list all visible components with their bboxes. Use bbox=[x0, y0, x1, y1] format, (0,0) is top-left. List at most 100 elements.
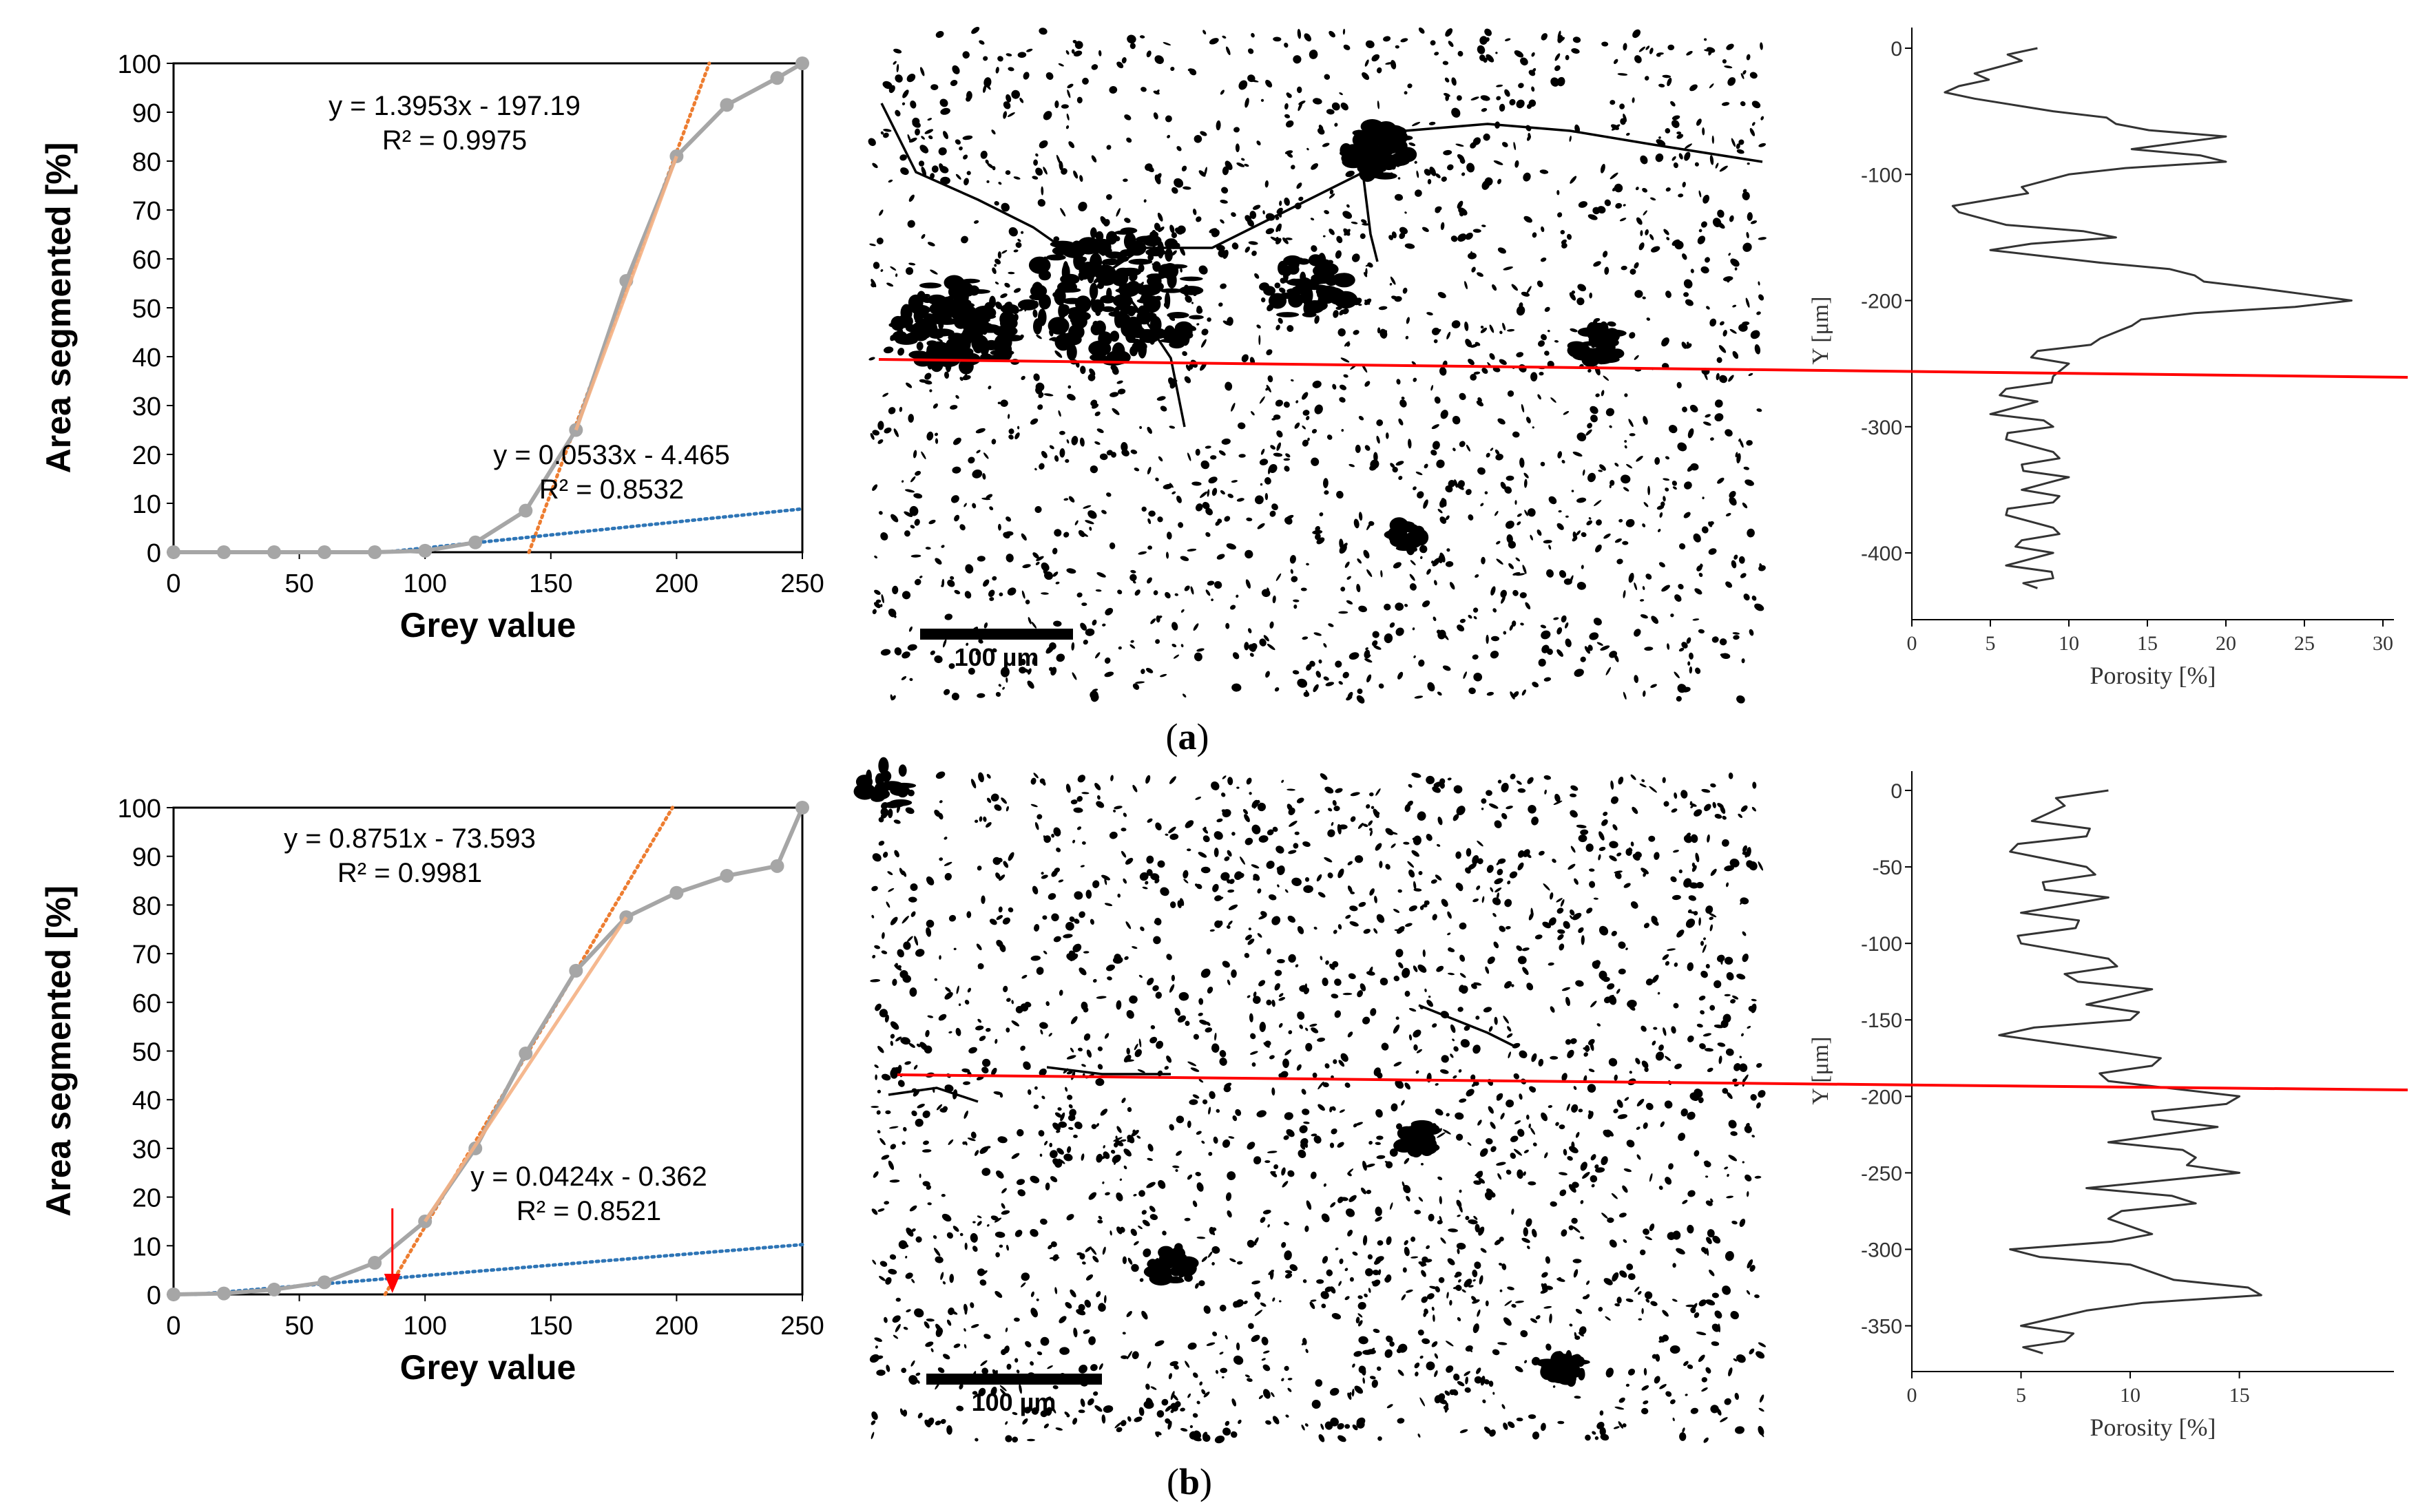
profile-x-tick-label: 10 bbox=[2120, 1384, 2140, 1407]
y-tick-label: 20 bbox=[132, 441, 161, 470]
profile-x-tick-label: 25 bbox=[2294, 632, 2315, 655]
fit-overlay bbox=[574, 156, 678, 431]
x-tick-label: 0 bbox=[166, 569, 180, 598]
y-tick-label: 30 bbox=[132, 1135, 161, 1164]
x-tick-label: 200 bbox=[655, 1312, 698, 1341]
panel-label-b: (b) bbox=[1167, 1461, 1212, 1502]
profile-y-tick-label: -100 bbox=[1861, 164, 1902, 187]
profile-x-tick-label: 0 bbox=[1907, 1384, 1917, 1407]
x-tick-label: 200 bbox=[655, 569, 698, 598]
porosity-profile-a: 0 -100 -200 -300 -400 0 5 10 15 20 25 30 Porosity [%… bbox=[1808, 28, 2394, 689]
trend-equation: y = 1.3953x - 197.19 bbox=[329, 91, 581, 121]
y-tick-label: 50 bbox=[132, 1038, 161, 1067]
micrograph-b: 100 µm bbox=[853, 757, 1767, 1444]
profile-y-tick-label: 0 bbox=[1890, 38, 1902, 61]
data-point bbox=[217, 1286, 231, 1301]
profile-y-tick-label: -300 bbox=[1861, 417, 1902, 439]
x-tick-label: 250 bbox=[780, 569, 824, 598]
data-point bbox=[317, 545, 332, 559]
marker-arrow-head bbox=[384, 1274, 401, 1293]
data-point bbox=[569, 963, 583, 978]
x-tick-label: 100 bbox=[403, 569, 446, 598]
y-tick-label: 40 bbox=[132, 344, 161, 372]
data-point bbox=[669, 885, 684, 900]
data-point bbox=[167, 545, 180, 559]
profile-x-tick-label: 5 bbox=[2016, 1384, 2026, 1407]
trend-equation: y = 0.0424x - 0.362 bbox=[470, 1162, 707, 1192]
reference-line-b bbox=[897, 1073, 2408, 1091]
micrograph-a-pores bbox=[868, 26, 1767, 704]
data-point bbox=[795, 56, 809, 70]
profile-y-tick-label: -200 bbox=[1861, 1086, 1902, 1109]
y-tick-label: 20 bbox=[132, 1184, 161, 1213]
x-tick-label: 250 bbox=[780, 1312, 824, 1341]
x-axis-label: Grey value bbox=[400, 1348, 576, 1387]
y-tick-label: 80 bbox=[132, 148, 161, 177]
profile-y-axis-label: Y [μm] bbox=[1808, 1036, 1833, 1104]
y-tick-label: 0 bbox=[147, 539, 161, 568]
y-tick-label: 70 bbox=[132, 197, 161, 226]
profile-y-tick-label: -150 bbox=[1861, 1009, 1902, 1032]
y-tick-label: 70 bbox=[132, 941, 161, 969]
data-point bbox=[267, 545, 282, 559]
profile-y-tick-label: -200 bbox=[1861, 291, 1902, 313]
y-tick-label: 10 bbox=[132, 1232, 161, 1261]
profile-y-tick-label: -50 bbox=[1873, 857, 1902, 879]
profile-y-axis-label: Y [μm] bbox=[1808, 296, 1833, 364]
micrograph-b-pores bbox=[853, 757, 1767, 1444]
data-point bbox=[468, 535, 483, 549]
profile-y-tick-label: 0 bbox=[1890, 780, 1902, 803]
profile-x-axis-label: Porosity [%] bbox=[2090, 662, 2216, 689]
trend-equation: y = 0.8751x - 73.593 bbox=[284, 823, 536, 854]
y-tick-label: 0 bbox=[147, 1281, 161, 1310]
x-tick-label: 50 bbox=[284, 1312, 313, 1341]
profile-x-tick-label: 30 bbox=[2373, 632, 2393, 655]
trend-r2: R² = 0.9981 bbox=[337, 858, 482, 888]
profile-x-tick-label: 15 bbox=[2229, 1384, 2250, 1407]
trend-r2: R² = 0.8532 bbox=[539, 474, 684, 505]
scale-bar-b bbox=[926, 1374, 1102, 1385]
data-point bbox=[720, 98, 734, 112]
y-tick-label: 100 bbox=[118, 50, 161, 79]
data-point bbox=[368, 1256, 382, 1270]
profile-y-tick-label: -100 bbox=[1861, 933, 1902, 956]
y-axis-label: Area segmented [%] bbox=[39, 143, 78, 474]
profile-x-tick-label: 5 bbox=[1986, 632, 1996, 655]
profile-y-tick-label: -350 bbox=[1861, 1316, 1902, 1338]
porosity-profile-b: 0 -50 -100 -150 -200 -250 -300 -350 0 5 10 15 Porosi… bbox=[1808, 771, 2394, 1441]
chart-b-area-segmented: 0 10 20 30 40 50 60 70 80 90 100 0 50 100 150 200 250 Gre… bbox=[39, 795, 824, 1387]
data-point bbox=[217, 545, 231, 559]
y-tick-label: 50 bbox=[132, 295, 161, 324]
profile-x-tick-label: 0 bbox=[1907, 632, 1917, 655]
y-tick-label: 80 bbox=[132, 892, 161, 921]
profile-x-tick-label: 15 bbox=[2137, 632, 2158, 655]
x-tick-label: 50 bbox=[284, 569, 313, 598]
y-tick-label: 10 bbox=[132, 490, 161, 519]
scale-bar-a bbox=[920, 629, 1073, 640]
scale-bar-b-label: 100 µm bbox=[972, 1388, 1056, 1416]
y-tick-label: 90 bbox=[132, 843, 161, 872]
trend-r2: R² = 0.9975 bbox=[382, 125, 527, 156]
fit-overlay bbox=[424, 916, 628, 1223]
series-line bbox=[174, 61, 804, 554]
profile-y-tick-label: -300 bbox=[1861, 1239, 1902, 1261]
profile-x-tick-label: 10 bbox=[2059, 632, 2079, 655]
data-point bbox=[368, 545, 382, 559]
reference-line-a bbox=[878, 358, 2408, 379]
data-point bbox=[770, 859, 784, 873]
profile-y-tick-label: -250 bbox=[1861, 1162, 1902, 1185]
data-point bbox=[267, 1282, 282, 1296]
data-point bbox=[418, 543, 433, 558]
y-tick-label: 60 bbox=[132, 246, 161, 275]
x-axis-label: Grey value bbox=[400, 606, 576, 644]
x-tick-label: 0 bbox=[166, 1312, 180, 1341]
trend-equation: y = 0.0533x - 4.465 bbox=[493, 440, 730, 470]
data-point bbox=[720, 868, 734, 883]
y-tick-label: 90 bbox=[132, 99, 161, 128]
y-tick-label: 40 bbox=[132, 1086, 161, 1115]
y-tick-label: 30 bbox=[132, 392, 161, 421]
data-point bbox=[167, 1288, 180, 1301]
y-axis-label: Area segmented [%] bbox=[39, 885, 78, 1217]
chart-a-area-segmented: 0 10 20 30 40 50 60 70 80 90 100 0 50 100 150 200 250 Gre… bbox=[39, 50, 824, 644]
